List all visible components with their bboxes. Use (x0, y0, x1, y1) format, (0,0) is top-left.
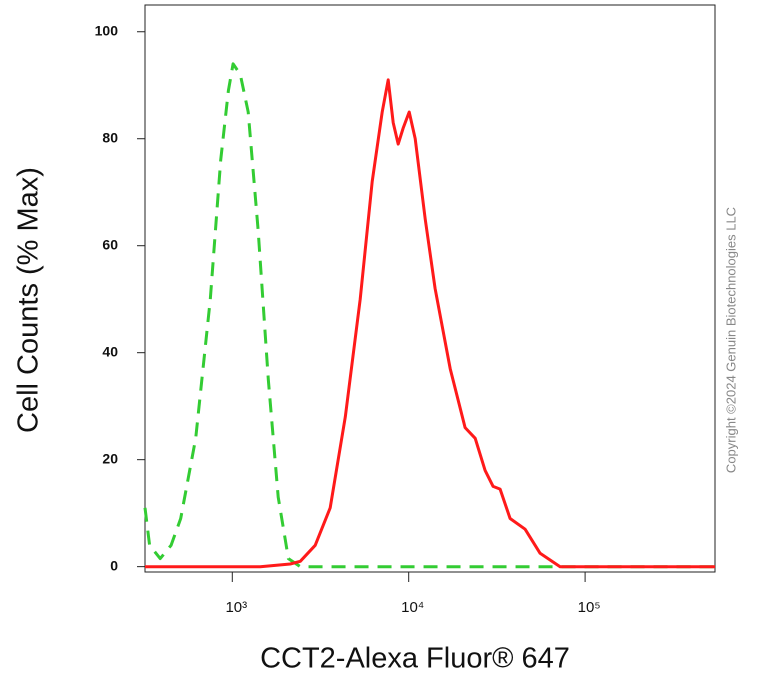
y-tick-label: 40 (102, 343, 118, 359)
y-tick-label: 80 (102, 129, 118, 145)
histogram-line (145, 78, 715, 569)
copyright: Copyright ©2024 Genuin Biotechnologies L… (723, 207, 738, 473)
x-axis-label: CCT2-Alexa Fluor® 647 (260, 643, 570, 675)
x-tick-label: 10³ (225, 599, 247, 616)
x-tick-label: 10⁵ (578, 599, 601, 616)
histogram-line (143, 62, 715, 569)
plot-frame (144, 4, 716, 573)
y-tick-label: 60 (102, 236, 118, 252)
y-tick-label: 20 (102, 450, 118, 466)
y-axis-label: Cell Counts (% Max) (13, 167, 45, 433)
y-tick-label: 0 (110, 557, 118, 573)
x-tick-label: 10⁴ (401, 599, 424, 616)
y-tick-label: 100 (95, 22, 119, 38)
